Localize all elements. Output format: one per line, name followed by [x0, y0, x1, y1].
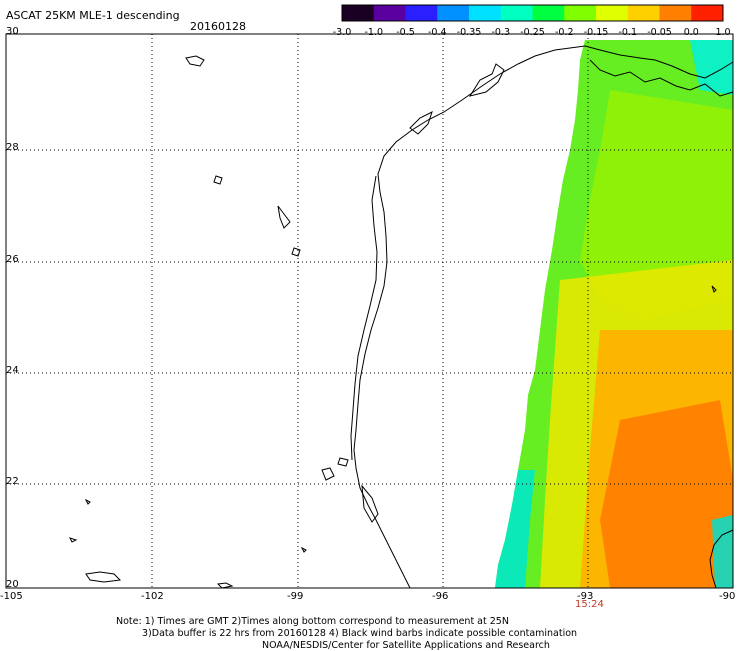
- swath-data: [495, 40, 733, 588]
- swath-time-label: 15:24: [575, 599, 604, 610]
- colorbar-segment: [691, 5, 724, 21]
- colorbar: [341, 4, 724, 22]
- louisiana-marsh: [589, 59, 734, 97]
- plot-frame: [5, 33, 734, 589]
- lon-label-90: -90: [719, 591, 736, 602]
- colorbar-segment: [564, 5, 597, 21]
- lat-label-22: 22: [6, 476, 19, 487]
- lon-label-105: -105: [0, 591, 23, 602]
- note-line-1: Note: 1) Times are GMT 2)Times along bot…: [116, 616, 509, 627]
- colorbar-label: -0.2: [554, 27, 574, 38]
- inland-lakes: [69, 55, 717, 589]
- lon-label-102: -102: [141, 591, 164, 602]
- colorbar-label: -0.1: [618, 27, 638, 38]
- swath-field-cyan-edge: [495, 470, 535, 588]
- colorbar-segment: [500, 5, 533, 21]
- colorbar-segment: [373, 5, 406, 21]
- bay-outline-1: [468, 63, 505, 97]
- barrier-island: [350, 175, 378, 461]
- colorbar-label: -0.25: [520, 27, 545, 38]
- lat-label-20: 20: [6, 579, 19, 590]
- colorbar-label: -0.15: [583, 27, 609, 38]
- colorbar-label: -3.0: [332, 27, 352, 38]
- graticule: [6, 34, 733, 588]
- lat-label-26: 26: [6, 254, 19, 265]
- colorbar-label: -0.35: [456, 27, 482, 38]
- lon-label-99: -99: [287, 591, 304, 602]
- product-date: 20160128: [190, 20, 246, 33]
- colorbar-frame: [341, 4, 724, 22]
- colorbar-segment: [342, 5, 375, 21]
- colorbar-segment: [469, 5, 502, 21]
- colorbar-label: 0.0: [683, 27, 699, 38]
- lon-label-96: -96: [432, 591, 449, 602]
- colorbar-segment: [532, 5, 565, 21]
- gulf-coastline: [353, 45, 734, 589]
- colorbar-label: -0.05: [647, 27, 672, 38]
- yucatan-coast: [709, 529, 734, 589]
- swath-field-deep-orange: [600, 400, 733, 588]
- colorbar-label: -0.4: [427, 27, 447, 38]
- lon-label-93: -93: [577, 591, 594, 602]
- lat-label-28: 28: [6, 142, 19, 153]
- lagoon-outline: [361, 484, 379, 523]
- colorbar-segment: [405, 5, 438, 21]
- note-line-3: NOAA/NESDIS/Center for Satellite Applica…: [262, 640, 550, 651]
- swath-field-cyan-top: [690, 40, 733, 95]
- colorbar-label: 1.0: [715, 27, 731, 38]
- bay-outline-2: [409, 111, 433, 135]
- colorbar-label: -0.5: [396, 27, 415, 38]
- colorbar-segment: [596, 5, 629, 21]
- lat-label-30: 30: [6, 26, 19, 37]
- colorbar-segment: [437, 5, 470, 21]
- product-title: ASCAT 25KM MLE-1 descending: [6, 9, 180, 22]
- lat-label-24: 24: [6, 365, 19, 376]
- colorbar-label: -1.0: [364, 27, 384, 38]
- swath-field-cyan-right: [712, 515, 733, 588]
- colorbar-segment: [627, 5, 660, 21]
- colorbar-segment: [659, 5, 692, 21]
- note-line-2: 3)Data buffer is 22 hrs from 20160128 4)…: [142, 628, 578, 639]
- colorbar-label: -0.3: [491, 27, 511, 38]
